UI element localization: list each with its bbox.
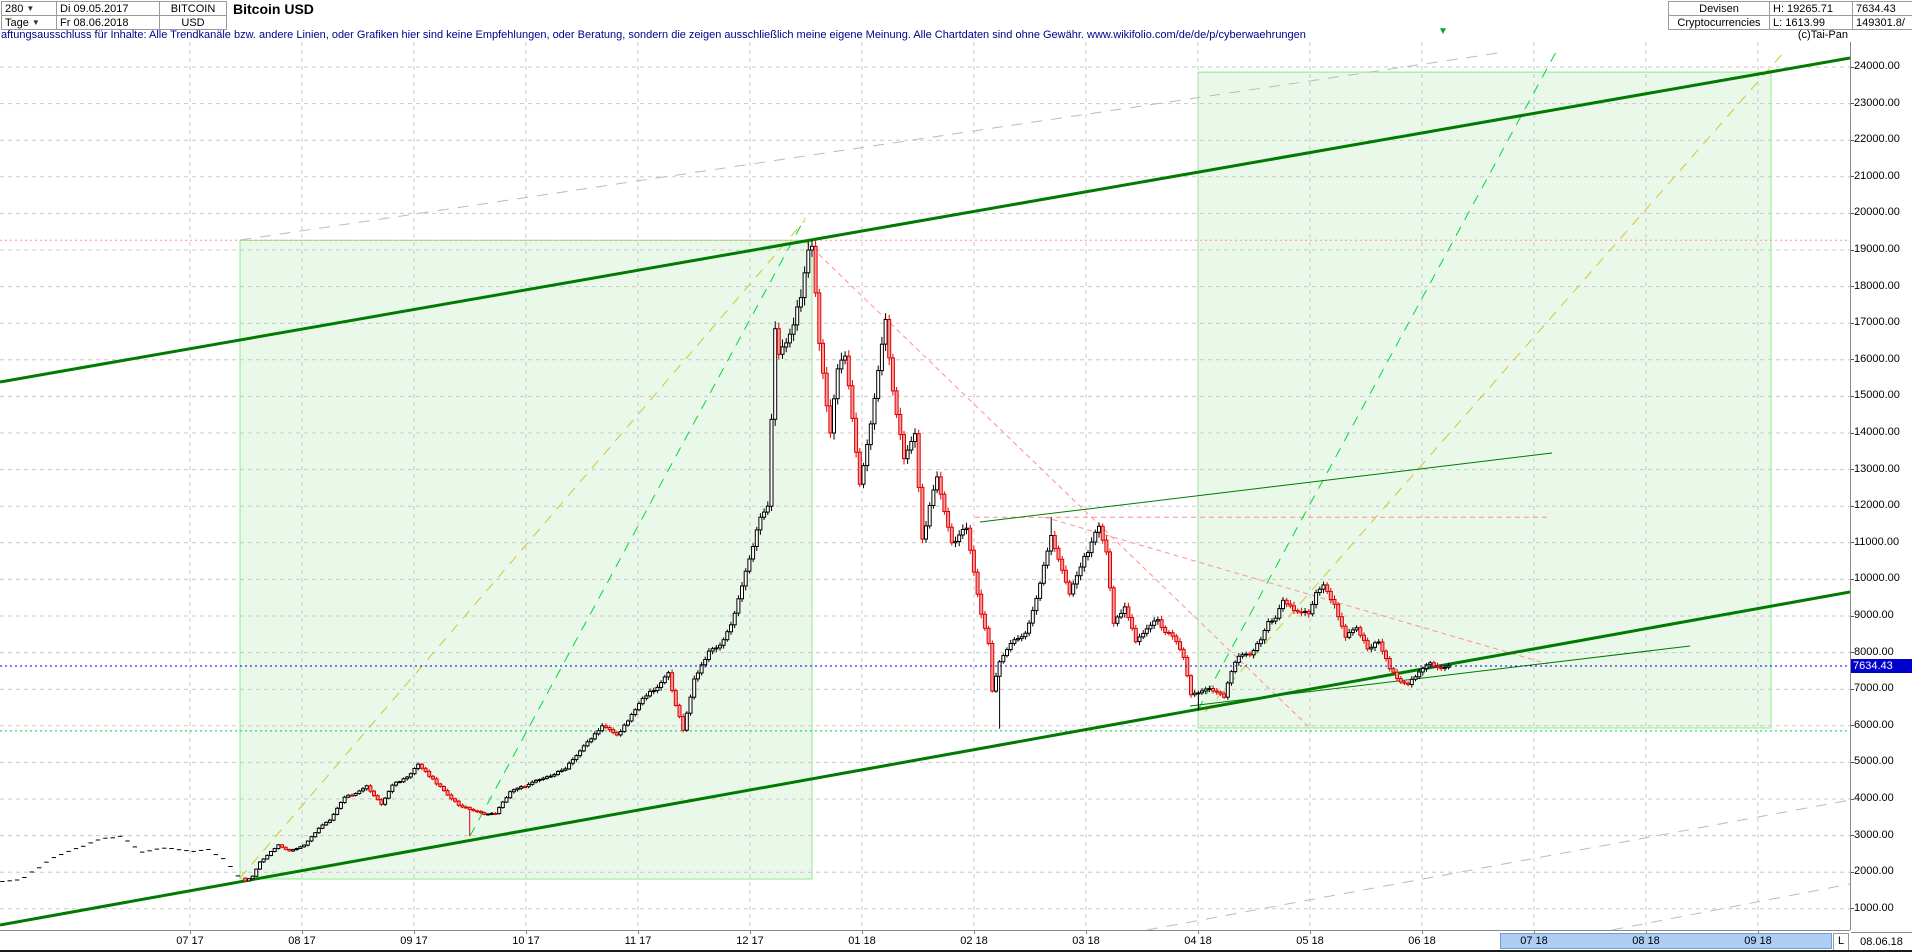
time-axis-label: 06 18 bbox=[1408, 935, 1436, 947]
time-axis-label: 07 18 bbox=[1520, 935, 1548, 947]
gray-channel-lower-1 bbox=[1146, 799, 1850, 930]
date-to-field[interactable]: Fr 08.06.2018 bbox=[56, 15, 160, 30]
green-fan-2017 bbox=[469, 217, 806, 837]
page-title: Bitcoin USD bbox=[230, 0, 630, 18]
category1-text: Devisen bbox=[1699, 2, 1739, 15]
bars-count-value: 280 bbox=[5, 2, 24, 15]
time-axis-label: 05 18 bbox=[1296, 935, 1324, 947]
time-axis-label: 11 17 bbox=[624, 935, 652, 947]
dropdown-arrow-icon: ▼ bbox=[26, 4, 35, 13]
time-axis-label: 04 18 bbox=[1184, 935, 1212, 947]
price-axis-label: 12000.00 bbox=[1854, 499, 1900, 512]
price-axis-label: 2000.00 bbox=[1854, 865, 1894, 878]
chart-title-text: Bitcoin USD bbox=[233, 1, 314, 17]
disclaimer-text: aftungsausschluss für Inhalte: Alle Tren… bbox=[1, 29, 1306, 41]
time-axis-label: 01 18 bbox=[848, 935, 876, 947]
time-axis-label: 09 17 bbox=[400, 935, 428, 947]
price-axis-label: 17000.00 bbox=[1854, 316, 1900, 329]
price-axis-label: 21000.00 bbox=[1854, 169, 1900, 182]
last-marker-cell: L bbox=[1833, 933, 1850, 951]
bars-count-dropdown[interactable]: 280 ▼ bbox=[1, 1, 57, 16]
axis-corner-date: 08.06.18 bbox=[1851, 932, 1912, 951]
thick-green-channel-upper bbox=[0, 56, 1850, 384]
price-axis-label: 11000.00 bbox=[1854, 535, 1900, 548]
yellow-fan-2017 bbox=[239, 219, 806, 879]
high-text: H: 19265.71 bbox=[1773, 2, 1833, 15]
date-to-value: Fr 08.06.2018 bbox=[60, 16, 129, 29]
category-line2: Cryptocurrencies bbox=[1668, 15, 1770, 30]
price-axis-label: 10000.00 bbox=[1854, 572, 1900, 585]
price-axis-label: 5000.00 bbox=[1854, 755, 1894, 768]
time-axis-label: 08 17 bbox=[288, 935, 316, 947]
time-axis: 07 17 08 17 09 17 10 17 11 17 12 17 01 18 02 18… bbox=[0, 930, 1850, 952]
category2-text: Cryptocurrencies bbox=[1677, 16, 1761, 29]
last-price-cell: 7634.43 bbox=[1852, 1, 1912, 16]
red-fan-down-2 bbox=[1043, 516, 1549, 665]
current-price-tag: 7634.43 bbox=[1851, 659, 1912, 673]
price-axis-label: 4000.00 bbox=[1854, 792, 1894, 804]
uptrend-move-2017 bbox=[239, 239, 813, 880]
gray-channel-upper bbox=[239, 51, 1506, 241]
price-axis-label: 15000.00 bbox=[1854, 389, 1900, 402]
currency-cell: USD bbox=[159, 15, 227, 30]
yellow-fan-2018 bbox=[1204, 51, 1785, 713]
time-axis-label: 09 18 bbox=[1744, 935, 1772, 947]
thin-green-resistance bbox=[979, 452, 1553, 523]
price-axis-label: 9000.00 bbox=[1854, 609, 1894, 621]
timeframe-value: Tage bbox=[5, 16, 29, 29]
category-line1: Devisen bbox=[1668, 1, 1770, 16]
price-axis-label: 6000.00 bbox=[1854, 718, 1894, 731]
dropdown-arrow-icon: ▼ bbox=[31, 18, 40, 27]
price-axis-label: 1000.00 bbox=[1854, 901, 1894, 914]
date-from-field[interactable]: Di 09.05.2017 bbox=[56, 1, 160, 16]
price-axis-label: 16000.00 bbox=[1854, 352, 1900, 365]
currency-value: USD bbox=[181, 16, 205, 29]
price-axis-label: 22000.00 bbox=[1854, 133, 1900, 146]
price-axis-label: 13000.00 bbox=[1854, 462, 1900, 475]
price-axis-label: 19000.00 bbox=[1854, 243, 1900, 255]
price-axis-label: 8000.00 bbox=[1854, 645, 1894, 658]
time-axis-label: 03 18 bbox=[1072, 935, 1100, 947]
volume-text: 149301.8/ bbox=[1856, 16, 1905, 29]
price-axis-label: 18000.00 bbox=[1854, 279, 1900, 292]
copyright-label: (c)Tai-Pan bbox=[1797, 29, 1848, 41]
symbol-value: BITCOIN bbox=[170, 2, 216, 15]
time-axis-label: 02 18 bbox=[960, 935, 988, 947]
price-axis-label: 14000.00 bbox=[1854, 426, 1900, 438]
time-axis-label: 08 18 bbox=[1632, 935, 1660, 947]
volume-cell: 149301.8/ bbox=[1852, 15, 1912, 30]
last-price-text: 7634.43 bbox=[1856, 2, 1896, 15]
price-axis-label: 20000.00 bbox=[1854, 206, 1900, 219]
window-bottom-border bbox=[0, 950, 1912, 952]
price-axis-label: 23000.00 bbox=[1854, 96, 1900, 109]
gray-channel-lower-2 bbox=[1611, 883, 1850, 930]
date-from-value: Di 09.05.2017 bbox=[60, 2, 129, 15]
time-axis-label: 07 17 bbox=[176, 935, 204, 947]
period-high-label: H: 19265.71 bbox=[1769, 1, 1853, 16]
thick-green-channel-lower bbox=[0, 590, 1850, 927]
timeframe-dropdown[interactable]: Tage ▼ bbox=[1, 15, 57, 30]
period-low-label: L: 1613.99 bbox=[1769, 15, 1853, 30]
projected-move-2018 bbox=[1197, 71, 1772, 729]
symbol-cell: BITCOIN bbox=[159, 1, 227, 16]
time-axis-label: 12 17 bbox=[736, 935, 764, 947]
price-axis-label: 24000.00 bbox=[1854, 60, 1900, 72]
price-axis: 1000.00 2000.00 3000.00 4000.00 5000.00 6000.… bbox=[1850, 42, 1912, 930]
price-axis-label: 7000.00 bbox=[1854, 682, 1894, 695]
low-text: L: 1613.99 bbox=[1773, 16, 1825, 29]
time-axis-label: 10 17 bbox=[512, 935, 540, 947]
price-axis-label: 3000.00 bbox=[1854, 828, 1894, 841]
candlestick-chart-canvas[interactable] bbox=[0, 42, 1850, 930]
future-months-highlight bbox=[1500, 933, 1832, 949]
last-bar-marker-icon: ▼ bbox=[1438, 26, 1448, 37]
